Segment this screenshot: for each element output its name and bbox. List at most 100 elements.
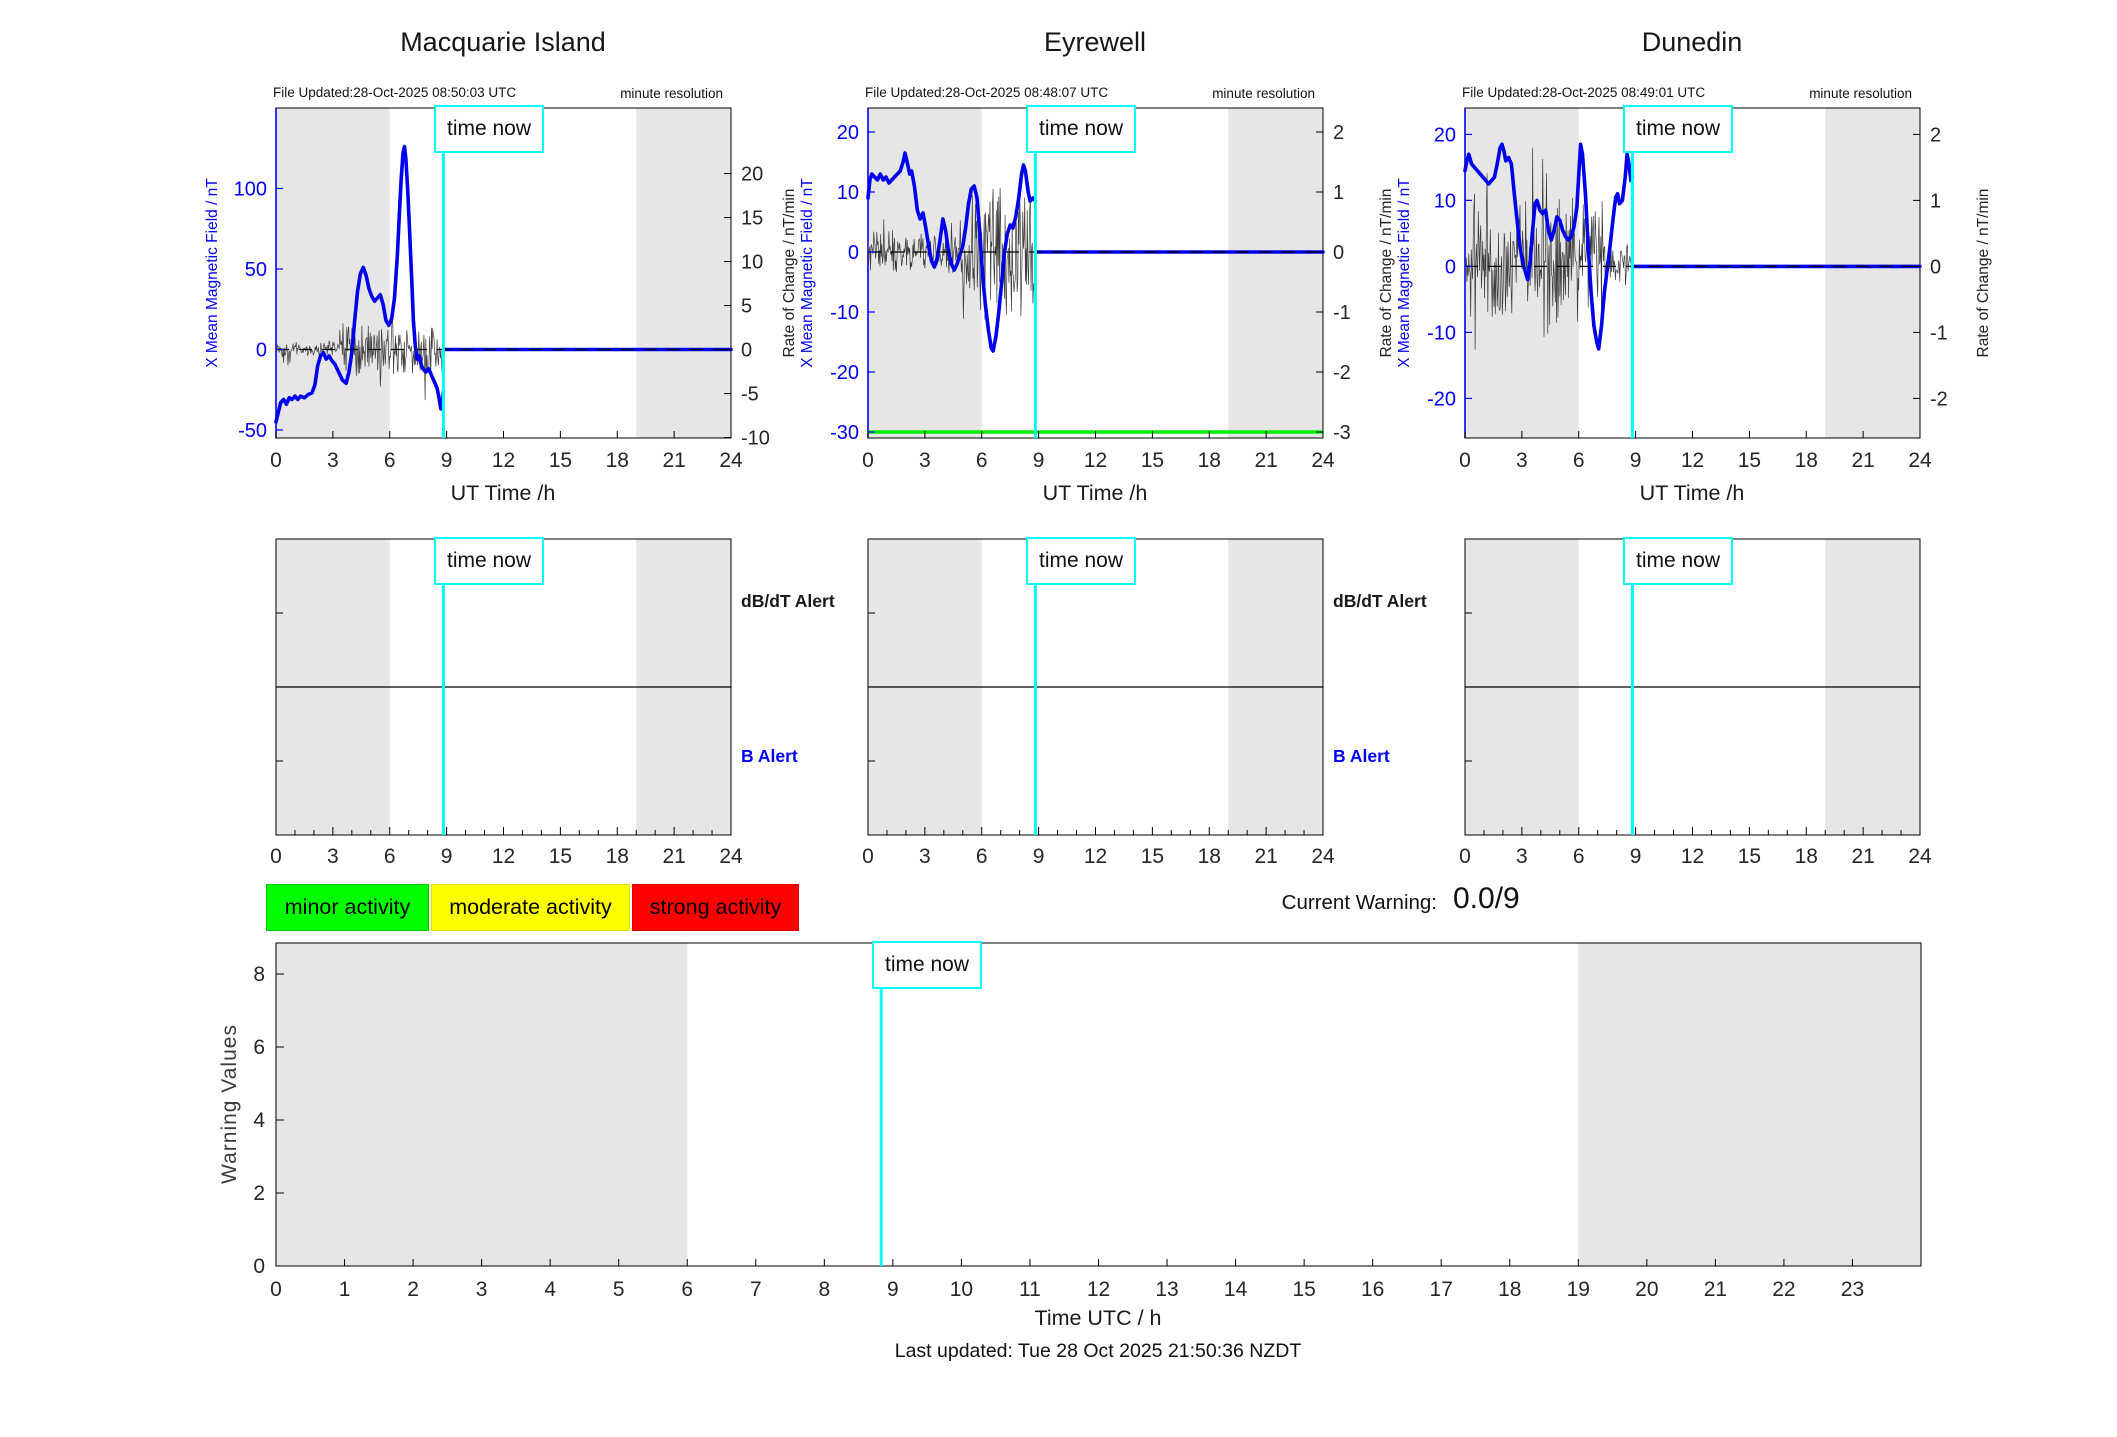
svg-text:3: 3 [1516,845,1528,868]
time-now-box-1: time now [434,105,544,153]
svg-text:1: 1 [1333,182,1344,204]
svg-text:15: 15 [549,845,572,868]
dbdt-alert-label-2: dB/dT Alert [1333,591,1427,611]
svg-text:15: 15 [1141,449,1164,472]
svg-text:21: 21 [1254,845,1277,868]
svg-text:12: 12 [1681,845,1704,868]
svg-text:9: 9 [441,449,453,472]
svg-text:6: 6 [384,449,396,472]
svg-text:-1: -1 [1930,322,1948,344]
svg-text:100: 100 [234,178,267,200]
file-updated-eyrewell: File Updated:28-Oct-2025 08:48:07 UTC [865,85,1109,100]
svg-text:1: 1 [1930,190,1941,212]
legend-strong-activity: strong activity [632,884,799,931]
svg-text:21: 21 [662,845,685,868]
svg-text:0: 0 [253,1255,265,1278]
svg-text:6: 6 [384,845,396,868]
svg-text:5: 5 [613,1278,625,1301]
svg-text:21: 21 [1704,1278,1727,1301]
svg-text:0: 0 [741,340,752,362]
x-axis-label-2: UT Time /h [1042,481,1148,505]
svg-text:3: 3 [919,449,931,472]
y-axis-label-rate-1: Rate of Change / nT/min [781,188,798,358]
minute-resolution-label-1: minute resolution [620,86,723,101]
svg-text:15: 15 [741,208,763,230]
svg-text:50: 50 [245,259,267,281]
time-now-box-4: time now [434,537,544,585]
svg-text:-20: -20 [830,362,859,384]
time-now-label: time now [884,953,970,976]
svg-text:5: 5 [741,296,752,318]
station-title-dunedin: Dunedin [1641,27,1743,57]
svg-text:18: 18 [1795,845,1818,868]
svg-text:9: 9 [1033,449,1045,472]
svg-text:24: 24 [719,449,743,472]
svg-text:-3: -3 [1333,422,1351,444]
time-now-label: time now [446,549,532,572]
svg-text:4: 4 [544,1278,556,1301]
current-warning-label: Current Warning: [1281,891,1437,914]
last-updated-text: Last updated: Tue 28 Oct 2025 21:50:36 N… [894,1340,1302,1362]
svg-text:-10: -10 [1427,322,1456,344]
svg-text:9: 9 [1033,845,1045,868]
svg-text:10: 10 [837,182,859,204]
svg-text:14: 14 [1224,1278,1248,1301]
x-axis-label-1: UT Time /h [450,481,556,505]
time-now-label: time now [446,117,532,140]
svg-text:18: 18 [1498,1278,1521,1301]
svg-text:18: 18 [1198,845,1221,868]
b-alert-label-1: B Alert [741,746,798,766]
svg-text:6: 6 [976,449,988,472]
svg-text:21: 21 [662,449,685,472]
svg-text:3: 3 [476,1278,488,1301]
x-axis-label-3: UT Time /h [1639,481,1745,505]
svg-text:3: 3 [919,845,931,868]
svg-text:16: 16 [1361,1278,1384,1301]
svg-text:13: 13 [1155,1278,1178,1301]
svg-text:10: 10 [950,1278,973,1301]
time-now-box-2: time now [1026,105,1136,153]
svg-text:2: 2 [1333,122,1344,144]
svg-text:3: 3 [327,845,339,868]
svg-text:-2: -2 [1930,388,1948,410]
svg-text:-10: -10 [830,302,859,324]
minute-resolution-label-3: minute resolution [1809,86,1912,101]
svg-text:2: 2 [407,1278,419,1301]
svg-text:-10: -10 [741,428,770,450]
svg-text:9: 9 [887,1278,899,1301]
svg-text:9: 9 [441,845,453,868]
svg-text:15: 15 [1738,845,1761,868]
svg-text:12: 12 [492,845,515,868]
svg-text:4: 4 [253,1109,265,1132]
svg-text:0: 0 [270,845,282,868]
minute-resolution-label-2: minute resolution [1212,86,1315,101]
y-axis-label-rate-2: Rate of Change / nT/min [1378,188,1395,358]
svg-text:-30: -30 [830,422,859,444]
svg-text:-20: -20 [1427,388,1456,410]
svg-text:6: 6 [976,845,988,868]
legend-moderate-activity: moderate activity [431,884,630,931]
svg-text:12: 12 [1084,449,1107,472]
file-updated-macquarie: File Updated:28-Oct-2025 08:50:03 UTC [273,85,517,100]
svg-text:21: 21 [1851,449,1874,472]
svg-text:12: 12 [1087,1278,1110,1301]
svg-text:20: 20 [741,164,763,186]
svg-text:24: 24 [719,845,743,868]
svg-text:6: 6 [1573,845,1585,868]
y-axis-label-rate-3: Rate of Change / nT/min [1975,188,1992,358]
svg-text:3: 3 [1516,449,1528,472]
b-alert-label-2: B Alert [1333,746,1390,766]
svg-text:2: 2 [1930,124,1941,146]
legend-minor-activity: minor activity [266,884,429,931]
svg-text:21: 21 [1254,449,1277,472]
svg-text:15: 15 [1141,845,1164,868]
svg-text:15: 15 [549,449,572,472]
warning-values-axis-label: Warning Values [218,1024,241,1184]
svg-text:20: 20 [837,122,859,144]
svg-text:10: 10 [1434,190,1456,212]
y-axis-label-field-3: X Mean Magnetic Field / nT [1396,178,1413,368]
file-updated-dunedin: File Updated:28-Oct-2025 08:49:01 UTC [1462,85,1706,100]
svg-text:18: 18 [1795,449,1818,472]
svg-text:24: 24 [1311,845,1335,868]
